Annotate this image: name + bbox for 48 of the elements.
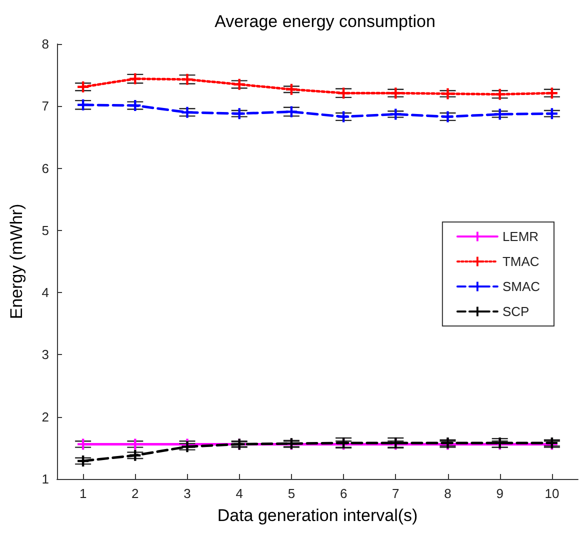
x-tick-label: 2 xyxy=(132,486,139,501)
point xyxy=(130,450,141,461)
y-tick-label: 3 xyxy=(42,347,49,362)
point xyxy=(390,88,402,99)
point xyxy=(286,84,297,95)
point xyxy=(234,78,245,90)
point xyxy=(546,88,558,99)
x-tick-label: 7 xyxy=(392,486,400,501)
y-tick-label: 7 xyxy=(42,98,49,114)
x-tick-label: 10 xyxy=(544,486,560,501)
legend-label: SCP xyxy=(502,304,530,319)
x-tick-label: 5 xyxy=(288,486,296,501)
legend-label: TMAC xyxy=(502,254,540,269)
x-tick-label: 1 xyxy=(79,486,87,501)
x-tick-label: 9 xyxy=(496,486,504,501)
legend-label: SMAC xyxy=(502,279,540,294)
chart-title: Average energy consumption xyxy=(214,12,436,31)
point xyxy=(442,111,454,122)
x-tick-label: 3 xyxy=(184,486,191,501)
y-tick-label: 8 xyxy=(42,36,49,52)
point xyxy=(78,99,89,110)
point xyxy=(234,108,245,120)
y-tick-label: 6 xyxy=(42,160,49,176)
point xyxy=(130,73,141,84)
point xyxy=(494,108,506,120)
y-tick-label: 1 xyxy=(42,472,49,486)
point xyxy=(494,88,506,100)
point xyxy=(338,88,350,99)
x-axis-title: Data generation interval(s) xyxy=(217,506,418,525)
y-tick-label: 4 xyxy=(42,285,49,300)
point xyxy=(286,106,297,118)
point xyxy=(442,88,454,100)
point xyxy=(182,106,193,118)
y-tick-label: 2 xyxy=(42,409,49,424)
point xyxy=(78,81,89,92)
point xyxy=(182,74,193,85)
y-tick-label: 5 xyxy=(42,222,49,238)
x-tick-label: 8 xyxy=(444,486,452,501)
point xyxy=(182,441,193,452)
point xyxy=(78,455,89,466)
point xyxy=(130,100,141,112)
point xyxy=(390,108,402,120)
y-axis-title: Energy (mWhr) xyxy=(7,204,26,320)
x-tick-label: 6 xyxy=(340,486,348,501)
point xyxy=(546,108,558,120)
x-tick-label: 4 xyxy=(236,486,243,501)
legend-label: LEMR xyxy=(502,229,539,244)
point xyxy=(338,111,350,122)
